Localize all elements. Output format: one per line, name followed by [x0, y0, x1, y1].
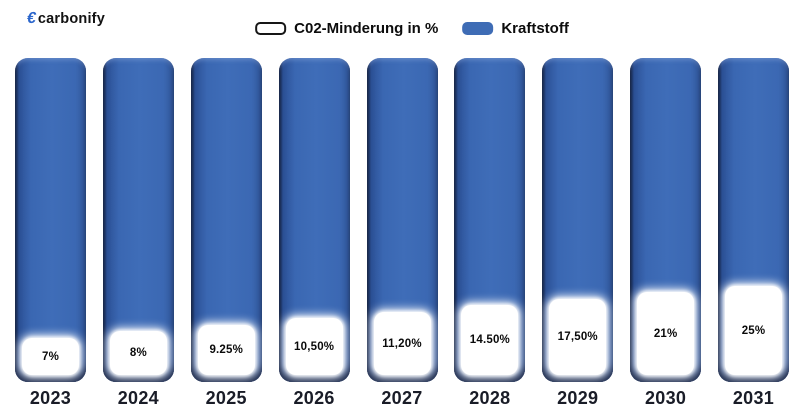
year-label: 2031	[732, 388, 775, 408]
kraftstoff-bar: 14.50%	[454, 58, 526, 382]
kraftstoff-bar: 9.25%	[190, 58, 262, 382]
kraftstoff-bar: 10,50%	[278, 58, 350, 382]
legend-label-kraftstoff: Kraftstoff	[501, 20, 569, 37]
year-label: 2030	[645, 388, 687, 408]
bar-column: 21% 2030	[630, 58, 702, 409]
chart-legend: C02-Minderung in % Kraftstoff	[255, 20, 569, 37]
co2-reduction-value: 21%	[653, 327, 678, 340]
legend-label-co2-minderung: C02-Minderung in %	[294, 20, 439, 37]
co2-reduction-box: 9.25%	[197, 325, 255, 375]
co2-reduction-box: 25%	[725, 286, 782, 375]
legend-item-kraftstoff: Kraftstoff	[462, 20, 569, 37]
co2-reduction-box: 8%	[109, 331, 167, 375]
year-label: 2027	[381, 388, 423, 408]
carbonify-euro-icon: €	[25, 10, 38, 27]
year-label: 2024	[117, 388, 159, 408]
brand-logo: € carbonify	[25, 10, 105, 27]
year-label: 2025	[205, 388, 247, 408]
year-label: 2023	[29, 388, 72, 408]
bar-column: 11,20% 2027	[366, 58, 438, 409]
year-label: 2026	[293, 388, 335, 408]
year-label: 2029	[557, 388, 599, 408]
kraftstoff-bar: 17,50%	[542, 58, 614, 382]
kraftstoff-bar: 8%	[102, 58, 174, 382]
legend-swatch-blue-icon	[462, 22, 494, 35]
bar-column: 7% 2023	[15, 58, 86, 409]
kraftstoff-bar: 7%	[15, 58, 86, 382]
co2-reduction-box: 17,50%	[549, 299, 607, 375]
co2-reduction-value: 8%	[129, 347, 147, 359]
kraftstoff-bar: 11,20%	[366, 58, 438, 382]
legend-swatch-white-icon	[255, 22, 287, 35]
co2-reduction-value: 17,50%	[557, 331, 598, 343]
year-label: 2028	[469, 388, 511, 408]
co2-reduction-box: 21%	[637, 292, 695, 375]
co2-reduction-box: 14.50%	[461, 305, 519, 375]
bar-chart: 7% 2023 8% 2024 9.25% 2025 10,50% 2026	[0, 58, 800, 409]
co2-reduction-box: 11,20%	[373, 312, 431, 375]
brand-name: carbonify	[37, 11, 105, 27]
co2-reduction-value: 7%	[41, 350, 60, 363]
bar-column: 10,50% 2026	[278, 58, 350, 409]
co2-reduction-value: 10,50%	[294, 340, 335, 353]
co2-reduction-box: 7%	[22, 338, 79, 375]
bar-column: 9.25% 2025	[190, 58, 262, 409]
legend-item-co2-minderung: C02-Minderung in %	[255, 20, 438, 37]
bar-column: 17,50% 2029	[542, 58, 614, 409]
header: € carbonify C02-Minderung in % Kraftstof…	[0, 0, 800, 58]
bar-column: 8% 2024	[102, 58, 174, 409]
kraftstoff-bar: 25%	[718, 58, 789, 382]
bar-column: 25% 2031	[718, 58, 789, 409]
kraftstoff-bar: 21%	[630, 58, 702, 382]
co2-reduction-value: 11,20%	[382, 337, 422, 350]
co2-reduction-value: 9.25%	[209, 344, 244, 356]
co2-reduction-box: 10,50%	[285, 318, 343, 375]
co2-reduction-value: 25%	[741, 324, 766, 337]
bar-column: 14.50% 2028	[454, 58, 526, 409]
co2-reduction-value: 14.50%	[469, 334, 510, 346]
